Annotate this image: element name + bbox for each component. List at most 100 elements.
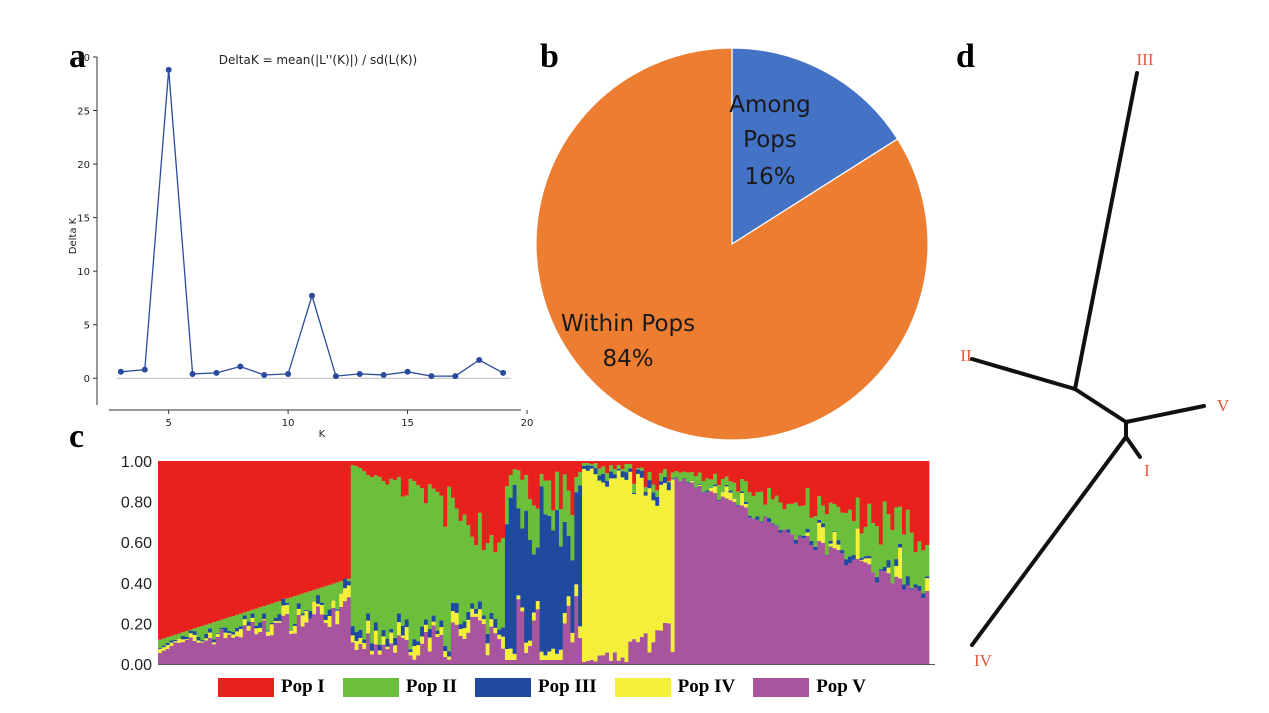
structure-bar-segment	[165, 642, 170, 646]
structure-bar-segment	[335, 610, 340, 625]
structure-bar-segment	[470, 536, 475, 604]
pie-slice-label: Pops	[743, 127, 797, 153]
deltak-series-line	[120, 69, 504, 377]
structure-bar-segment	[188, 461, 194, 630]
structure-bar-segment	[246, 461, 251, 612]
structure-bar-segment	[670, 478, 675, 480]
structure-bar-segment	[558, 509, 564, 547]
structure-bar-segment	[273, 461, 278, 603]
structure-bar-segment	[655, 505, 660, 631]
structure-bar-segment	[339, 581, 344, 594]
tree-tip-label: I	[1144, 461, 1150, 480]
structure-bar-segment	[589, 465, 594, 469]
structure-bar-segment	[508, 648, 514, 660]
structure-bar-segment	[447, 486, 452, 652]
structure-bar-segment	[389, 478, 394, 629]
structure-bar-segment	[238, 626, 244, 629]
structure-bar-segment	[204, 640, 209, 664]
structure-bar-segment	[547, 659, 552, 664]
structure-bar-segment	[848, 563, 853, 664]
structure-bar-segment	[844, 461, 849, 514]
structure-bar-segment	[759, 521, 764, 523]
structure-bar-segment	[743, 481, 749, 502]
structure-bar-segment	[805, 535, 810, 664]
structure-bar-segment	[265, 604, 271, 631]
deltak-point	[237, 363, 244, 370]
structure-bar-segment	[558, 461, 564, 510]
structure-bar-segment	[813, 546, 818, 551]
structure-bar-segment	[786, 529, 791, 533]
structure-bar-segment	[705, 461, 710, 479]
structure-bar-segment	[373, 630, 379, 645]
structure-bar-segment	[855, 497, 860, 529]
structure-bar-segment	[589, 461, 594, 465]
structure-bar-segment	[659, 630, 664, 664]
structure-bar-segment	[420, 626, 425, 637]
structure-bar-segment	[682, 461, 687, 472]
panel-label-d: d	[956, 38, 975, 75]
structure-bar-segment	[528, 539, 533, 641]
structure-bar-segment	[520, 461, 525, 480]
structure-bar-segment	[192, 628, 197, 632]
structure-bar-segment	[161, 638, 167, 646]
amova-pie-chart: Among Pops 16% Within Pops 84%	[535, 47, 929, 441]
structure-bar-segment	[362, 471, 367, 640]
structure-bar-segment	[620, 461, 625, 470]
structure-bar-segment	[477, 601, 483, 610]
structure-bar-segment	[450, 497, 456, 603]
structure-bar-segment	[666, 623, 672, 664]
structure-bar-segment	[666, 490, 672, 624]
structure-bar-segment	[462, 628, 467, 639]
structure-bar-segment	[408, 655, 413, 664]
structure-bar-segment	[512, 659, 517, 664]
structure-bar-segment	[196, 461, 201, 628]
x-tick-label: 20	[521, 418, 534, 429]
structure-bar-segment	[562, 612, 567, 624]
structure-bar-segment	[909, 461, 914, 533]
structure-bar-segment	[397, 622, 402, 636]
structure-bar-segment	[632, 461, 637, 484]
structure-bar-segment	[605, 461, 610, 474]
structure-bar-segment	[817, 496, 822, 520]
structure-bar-segment	[828, 461, 833, 503]
structure-bar-segment	[728, 492, 733, 501]
structure-bar-segment	[420, 488, 425, 627]
structure-bar-segment	[601, 466, 606, 474]
structure-bar-segment	[235, 636, 240, 664]
structure-bar-segment	[408, 649, 413, 652]
structure-bar-segment	[389, 628, 394, 633]
structure-bar-segment	[724, 484, 729, 487]
structure-bar-segment	[354, 466, 359, 632]
structure-bar-segment	[373, 475, 379, 623]
structure-bar-segment	[158, 648, 163, 649]
legend-item: Pop II	[342, 676, 457, 698]
structure-bar-segment	[319, 602, 325, 606]
structure-bar-segment	[508, 461, 514, 475]
structure-bar-segment	[246, 611, 251, 622]
y-axis-label: Delta K	[68, 217, 79, 254]
structure-bar-segment	[659, 461, 664, 474]
structure-bar-segment	[566, 490, 571, 537]
structure-bar-segment	[894, 576, 899, 664]
structure-bar-segment	[736, 461, 741, 492]
structure-bar-segment	[439, 634, 444, 664]
structure-bar-segment	[400, 625, 406, 636]
structure-bar-segment	[231, 632, 236, 635]
structure-bar-segment	[501, 627, 506, 637]
structure-bar-segment	[200, 461, 205, 626]
structure-bar-segment	[709, 479, 714, 488]
structure-bar-segment	[204, 624, 209, 634]
structure-bar-segment	[462, 461, 467, 515]
structure-bar-segment	[158, 639, 163, 649]
structure-bar-segment	[551, 648, 556, 660]
structure-bar-segment	[925, 545, 930, 577]
structure-bar-segment	[254, 628, 259, 635]
panel-label-a: a	[69, 38, 86, 75]
structure-bar-segment	[312, 601, 317, 615]
structure-bar-segment	[393, 461, 398, 480]
structure-bar-segment	[346, 581, 352, 586]
structure-bar-segment	[316, 461, 321, 589]
structure-bar-segment	[909, 532, 914, 589]
structure-bar-segment	[643, 487, 648, 492]
structure-bar-segment	[462, 621, 467, 629]
